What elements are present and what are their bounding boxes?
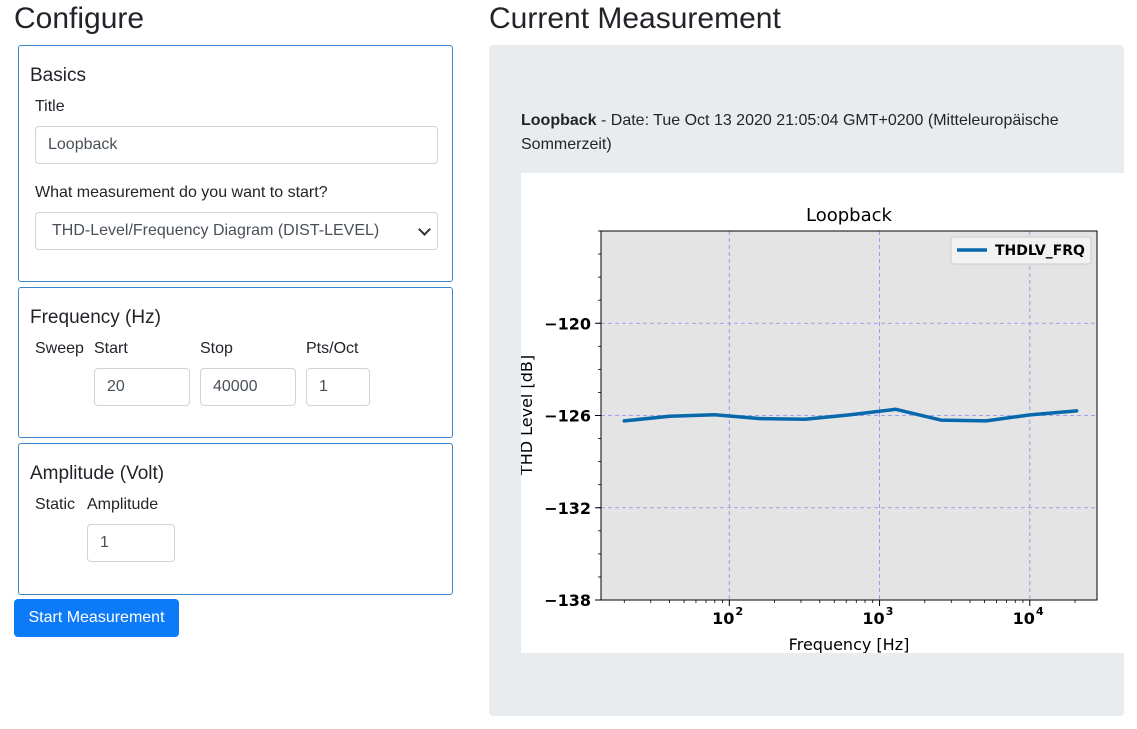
x-tick-exponent: 2 [735, 605, 743, 618]
measurement-type-value: THD-Level/Frequency Diagram (DIST-LEVEL) [52, 222, 380, 239]
legend: THDLV_FRQ [950, 236, 1092, 265]
measurement-panel: Loopback - Date: Tue Oct 13 2020 21:05:0… [489, 45, 1124, 716]
title-input[interactable] [35, 126, 438, 164]
start-frequency-input[interactable] [94, 368, 190, 406]
points-per-octave-input[interactable] [306, 368, 370, 406]
chart-title: Loopback [806, 205, 893, 226]
title-label: Title [35, 98, 65, 115]
legend-box [950, 236, 1092, 265]
chevron-down-icon [418, 223, 431, 236]
series-line-thdlv-frq [622, 407, 1079, 423]
configure-heading: Configure [14, 2, 145, 35]
measurement-info: Loopback - Date: Tue Oct 13 2020 21:05:0… [521, 109, 1101, 157]
x-axis-label: Frequency [Hz] [789, 635, 910, 653]
start-label: Start [94, 340, 128, 357]
measurement-type-select[interactable]: THD-Level/Frequency Diagram (DIST-LEVEL) [35, 212, 438, 250]
amplitude-label: Amplitude [87, 496, 159, 513]
y-axis-label: THD Level [dB] [521, 355, 536, 476]
stop-frequency-input[interactable] [200, 368, 296, 406]
y-tick-label: −120 [544, 314, 591, 333]
frequency-heading: Frequency (Hz) [30, 307, 161, 328]
static-label: Static [35, 496, 76, 513]
stop-label: Stop [200, 340, 233, 357]
amplitude-heading: Amplitude (Volt) [30, 463, 165, 484]
pts-oct-label: Pts/Oct [306, 340, 359, 357]
thd-level-chart: −120−126−132−138 10 2 10 3 10 4 Loopback Freq… [521, 205, 1098, 653]
measurement-name: Loopback [521, 112, 597, 129]
measurement-date: - Date: Tue Oct 13 2020 21:05:04 GMT+020… [521, 112, 1059, 153]
y-tick-label: −126 [544, 407, 591, 426]
legend-label: THDLV_FRQ [995, 243, 1085, 259]
x-tick-exponent: 3 [886, 605, 894, 618]
x-tick-label: 10 [1013, 609, 1035, 628]
sweep-label: Sweep [35, 340, 84, 357]
amplitude-input[interactable] [87, 524, 175, 562]
measurement-type-label: What measurement do you want to start? [35, 184, 328, 201]
x-tick-exponent: 4 [1036, 605, 1044, 618]
y-tick-label: −132 [544, 499, 591, 518]
plot-area-frame [600, 230, 1098, 601]
x-tick-label: 10 [712, 609, 734, 628]
amplitude-card: Amplitude (Volt) Static Amplitude [18, 443, 453, 595]
frequency-card: Frequency (Hz) Sweep Start Stop Pts/Oct [18, 287, 453, 438]
x-tick-label: 10 [862, 609, 884, 628]
basics-card: Basics Title What measurement do you wan… [18, 45, 453, 282]
start-measurement-button[interactable]: Start Measurement [14, 599, 179, 637]
y-tick-label: −138 [544, 591, 591, 610]
current-measurement-heading: Current Measurement [489, 2, 781, 35]
chart-container: −120 −126 −132 −138 10 2 10 3 10 4 Loopback Freq… [521, 173, 1124, 653]
basics-heading: Basics [30, 65, 86, 86]
